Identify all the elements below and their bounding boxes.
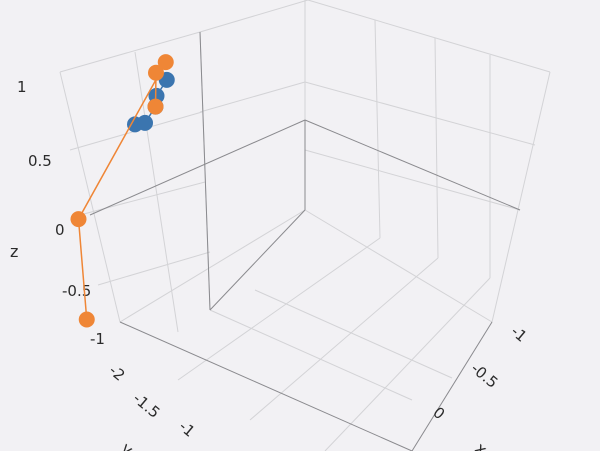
y-axis-label: y (117, 439, 136, 451)
y-tick-label: -1.5 (129, 389, 163, 422)
data-point[interactable] (147, 98, 164, 115)
x-tick-label: 0 (429, 403, 448, 423)
z-axis-label: z (10, 242, 18, 261)
data-point[interactable] (78, 311, 95, 328)
series-layer (70, 54, 175, 328)
data-point[interactable] (70, 211, 87, 228)
data-point[interactable] (137, 114, 153, 131)
x-tick-label: -0.5 (467, 359, 501, 392)
x-axis-label: x (471, 439, 490, 451)
z-tick-label: 1 (17, 78, 27, 96)
z-tick-label: -1 (90, 330, 105, 348)
data-point[interactable] (157, 54, 174, 71)
y-tick-label: -2 (105, 361, 128, 384)
z-tick-label: -0.5 (62, 282, 91, 300)
data-point[interactable] (148, 64, 164, 81)
axis-spines (89, 31, 521, 451)
z-tick-label: 0.5 (28, 152, 52, 170)
x-tick-label: -1 (507, 322, 530, 345)
grid-lines (59, 0, 551, 451)
z-tick-label: 0 (55, 221, 65, 239)
y-tick-label: -1 (175, 417, 198, 440)
